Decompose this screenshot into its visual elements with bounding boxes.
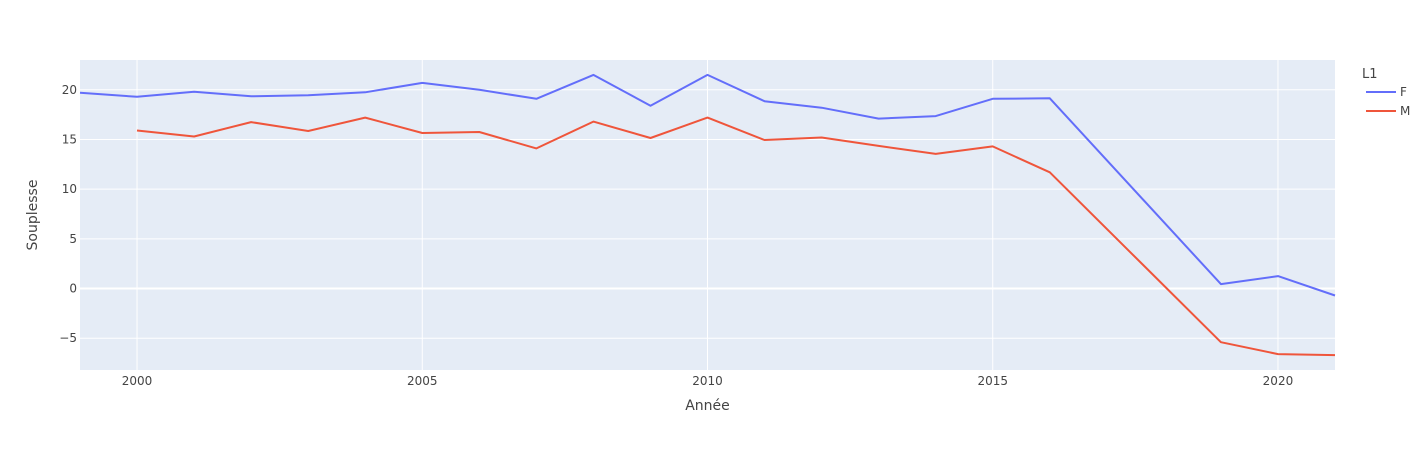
y-tick-labels: −5 0 5 10 15 20 <box>59 83 77 345</box>
x-tick-labels: 2000 2005 2010 2015 2020 <box>122 374 1293 388</box>
x-axis-title: Année <box>685 398 730 414</box>
y-axis-title: Souplesse <box>25 180 41 251</box>
x-tick-label: 2015 <box>977 374 1008 388</box>
y-tick-label: 0 <box>69 282 77 296</box>
y-tick-label: −5 <box>59 331 77 345</box>
legend-items[interactable]: FM <box>1366 85 1410 118</box>
x-tick-label: 2020 <box>1263 374 1294 388</box>
legend-item-m[interactable]: M <box>1366 104 1410 118</box>
x-tick-label: 2000 <box>122 374 153 388</box>
x-tick-label: 2010 <box>692 374 723 388</box>
legend-title: L1 <box>1362 67 1378 82</box>
legend-item-f[interactable]: F <box>1366 85 1407 99</box>
legend-label: F <box>1400 85 1407 99</box>
legend[interactable]: L1 FM <box>1362 67 1410 118</box>
y-tick-label: 10 <box>62 182 77 196</box>
x-tick-label: 2005 <box>407 374 438 388</box>
y-tick-label: 5 <box>69 232 77 246</box>
y-tick-label: 15 <box>62 132 77 146</box>
legend-label: M <box>1400 104 1410 118</box>
y-tick-label: 20 <box>62 83 77 97</box>
